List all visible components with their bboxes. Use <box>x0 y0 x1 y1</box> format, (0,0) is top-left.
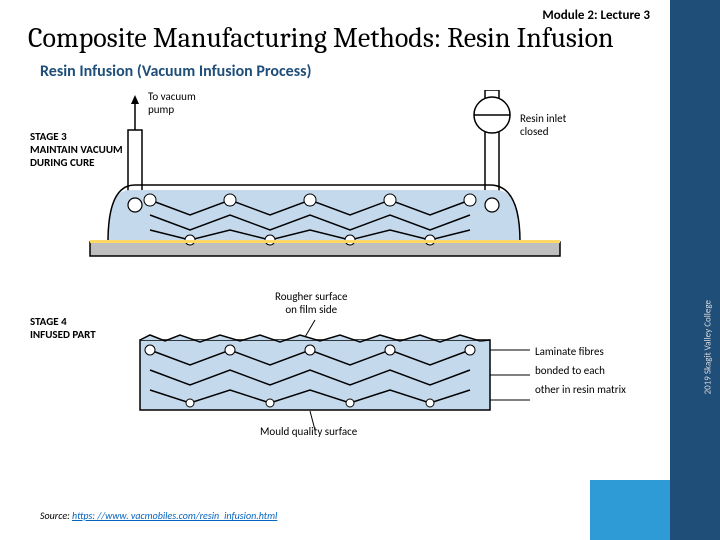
module-label: Module 2: Lecture 3 <box>542 8 650 23</box>
source-citation: Source: https: //www. vacmobiles.com/res… <box>40 509 277 522</box>
subtitle: Resin Infusion (Vacuum Infusion Process) <box>40 62 311 81</box>
diagram-container: STAGE 3 MAINTAIN VACUUM DURING CURE To v… <box>30 90 650 470</box>
stage4-diagram <box>30 285 650 455</box>
page-title: Composite Manufacturing Methods: Resin I… <box>28 22 614 54</box>
accent-block <box>590 480 670 540</box>
copyright-text: 2019 Skagit Valley College <box>702 300 713 394</box>
source-prefix: Source: <box>40 509 72 522</box>
source-link[interactable]: https: //www. vacmobiles.com/resin_infus… <box>72 509 277 522</box>
right-sidebar <box>670 0 720 540</box>
stage3-diagram <box>30 90 650 265</box>
